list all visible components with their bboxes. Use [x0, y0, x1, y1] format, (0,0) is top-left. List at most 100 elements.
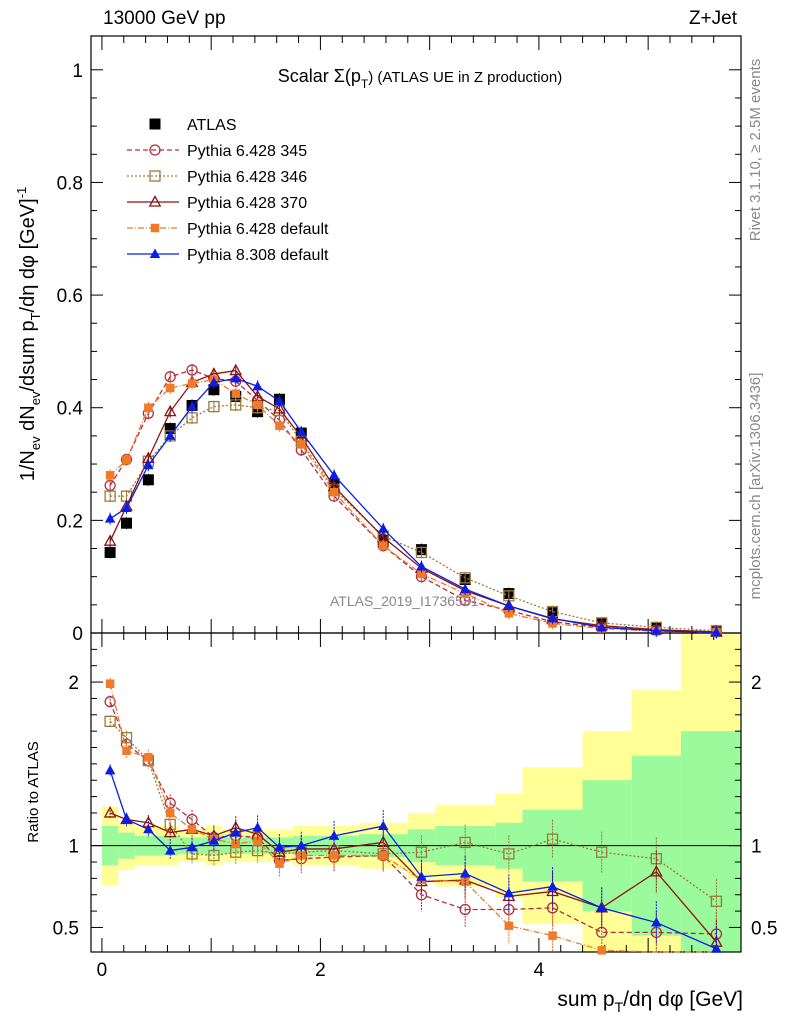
ratio-data-point [597, 946, 606, 955]
main-data-point [504, 609, 514, 618]
main-data-point [296, 426, 307, 436]
main-data-point [165, 383, 175, 393]
main-data-point [252, 380, 263, 391]
legend-marker [149, 170, 161, 182]
xtick-label: 2 [315, 960, 326, 981]
main-data-point [328, 469, 340, 480]
ratio-data-point [296, 840, 307, 850]
main-ytick-label: 1 [72, 61, 83, 82]
ratio-data-point [251, 844, 264, 857]
main-ytick-label: 0.2 [57, 511, 83, 532]
ratio-data-point [415, 846, 428, 858]
mcplots-label-group: mcplots.cern.ch [arXiv:1306.3436] [747, 373, 764, 600]
plot-title-main: Scalar Σ(p [278, 66, 361, 86]
ratio-data-point [103, 806, 117, 818]
main-data-point [459, 583, 471, 594]
legend-marker [149, 248, 161, 258]
header-right-label: Z+Jet [689, 8, 738, 29]
legend-marker [149, 118, 161, 130]
ratio-ylabel: Ratio to ATLAS [25, 741, 42, 842]
main-series-layer [103, 363, 723, 639]
ratio-data-point [144, 753, 153, 762]
ratio-data-point [459, 903, 471, 916]
ratio-data-point [208, 849, 220, 862]
rivet-version-label: Rivet 3.1.10, ≥ 2.5M events [747, 59, 764, 242]
ratio-ylabel-group: Ratio to ATLAS [25, 741, 42, 842]
main-data-point [103, 534, 117, 546]
main-data-point [547, 612, 558, 623]
legend-label: Pythia 6.428 345 [187, 143, 307, 160]
x-axis-label-tail: /dη dφ [GeV] [623, 988, 743, 1011]
main-data-point [230, 399, 242, 411]
legend-marker [149, 144, 161, 156]
main-data-point [164, 430, 176, 440]
ratio-data-point [503, 887, 515, 898]
ratio-data-point [104, 696, 116, 708]
main-ylabel: 1/Nev dNev/dsum pT/dη dφ [GeV]-1 [14, 187, 43, 482]
main-data-point [377, 523, 389, 533]
main-data-point [651, 625, 662, 635]
main-data-point [164, 423, 176, 435]
main-data-point [186, 412, 198, 424]
main-data-point [417, 569, 426, 579]
ratio-data-point [503, 848, 515, 860]
ratio-plot-frame [90, 632, 742, 953]
main-data-point [503, 600, 515, 610]
main-data-point [297, 440, 306, 449]
mcplots-label: mcplots.cern.ch [arXiv:1306.3436] [747, 373, 764, 600]
main-data-point [415, 546, 428, 559]
main-data-point [163, 404, 177, 417]
main-data-point [208, 400, 220, 413]
main-data-point [164, 371, 176, 383]
ratio-data-point [649, 864, 663, 877]
ratio-data-point [459, 836, 471, 849]
legend-marker [150, 223, 160, 233]
ratio-data-point [165, 808, 175, 818]
main-data-point [273, 401, 286, 414]
legend-label: Pythia 6.428 346 [187, 169, 307, 186]
ratio-data-point [252, 822, 263, 832]
main-data-point [143, 459, 154, 470]
ratio-ytick-label-right: 2 [751, 673, 762, 694]
plot-title: Scalar Σ(pT) (ATLAS UE in Z production) [278, 66, 562, 91]
ratio-data-point [275, 859, 284, 868]
legend: ATLAS Pythia 6.428 345 Pythia 6.428 346 Pyt… [127, 117, 329, 264]
main-data-point [144, 403, 153, 412]
ratio-data-point [711, 943, 722, 953]
ratio-ytick-label: 2 [68, 673, 79, 694]
ratio-data-point [504, 921, 514, 931]
ratio-data-point [328, 830, 340, 840]
x-axis-label: sum pT/dη dφ [GeV] [557, 988, 743, 1015]
xtick-label: 0 [97, 960, 108, 981]
ratio-data-point [230, 827, 241, 837]
x-axis-label-subscript: T [615, 999, 624, 1015]
main-data-point [711, 626, 722, 637]
main-data-point [208, 384, 220, 396]
legend-label: Pythia 6.428 370 [187, 195, 307, 212]
band-1sigma [680, 731, 741, 952]
ratio-ytick-label-right: 0.5 [751, 918, 777, 939]
main-ytick-label: 0.6 [57, 286, 83, 307]
ratio-data-point [416, 871, 427, 881]
main-data-point [275, 421, 284, 430]
legend-marker [148, 195, 162, 207]
ratio-data-point [104, 764, 116, 775]
rivet-label-group: Rivet 3.1.10, ≥ 2.5M events [747, 59, 764, 242]
ratio-data-point [274, 841, 285, 852]
axis-ticks [91, 36, 741, 952]
ratio-data-point [548, 931, 557, 940]
ratio-data-point [459, 867, 471, 878]
ratio-data-point [253, 836, 262, 846]
ratio-ytick-label: 1 [68, 837, 79, 858]
ratio-data-point [105, 679, 115, 688]
ratio-data-point [596, 902, 607, 912]
main-data-point [186, 364, 198, 376]
main-data-point [231, 389, 240, 398]
ratio-series-layer [103, 677, 723, 955]
ratio-data-point [710, 895, 723, 907]
analysis-watermark: ATLAS_2019_I1736531 [330, 593, 479, 609]
main-data-point [274, 395, 285, 405]
ratio-data-point [547, 881, 558, 891]
main-data-point [122, 455, 131, 465]
